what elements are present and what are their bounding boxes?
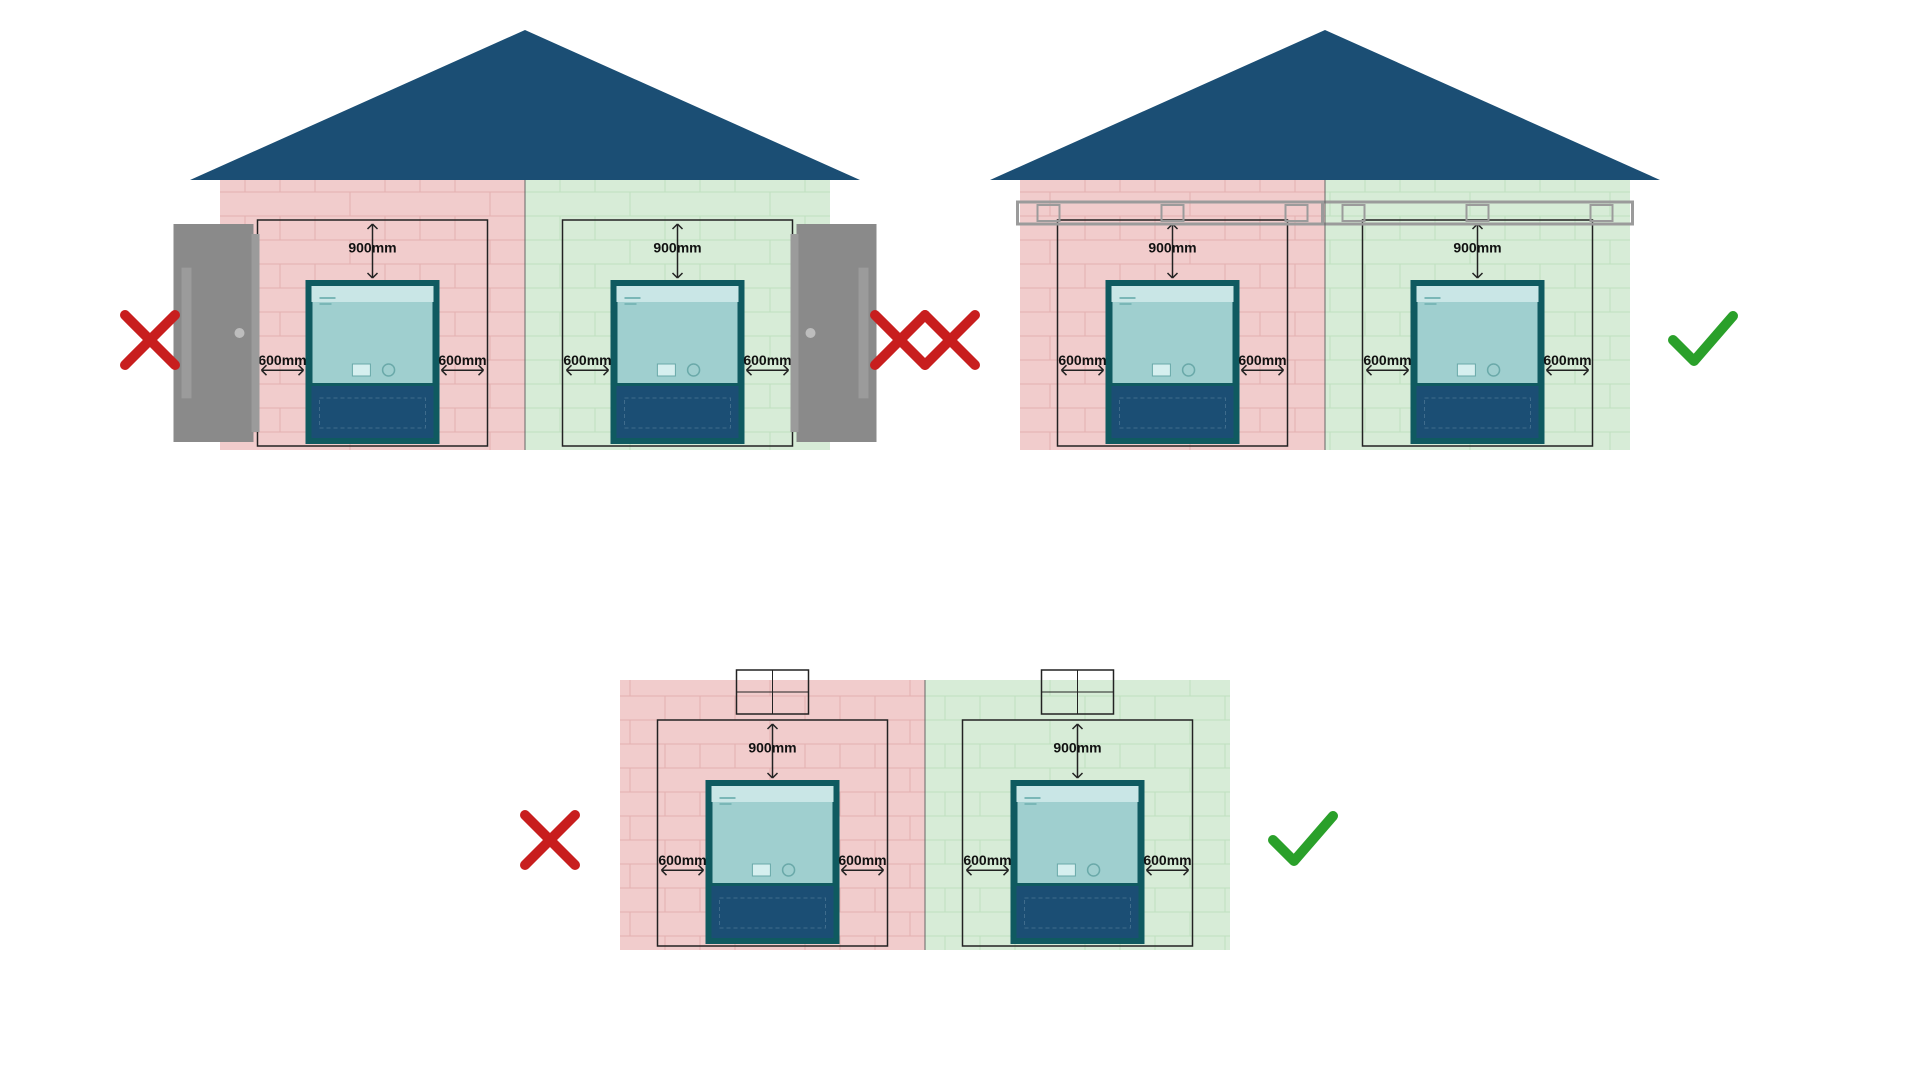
dimension-label: 600mm — [838, 852, 886, 868]
dimension-label: 600mm — [743, 352, 791, 368]
house-hinged: 900mm 600mm 600mm 900mm 600mm 600mm — [125, 30, 925, 450]
cross-icon — [525, 815, 575, 865]
dimension-label: 600mm — [1543, 352, 1591, 368]
roof — [990, 30, 1660, 180]
dimension-label: 900mm — [1453, 240, 1501, 256]
dimension-label: 600mm — [1143, 852, 1191, 868]
cross-icon — [925, 315, 975, 365]
house-sliding: 900mm 600mm 600mm 900mm 600mm 600mm — [925, 30, 1733, 450]
dimension-label: 600mm — [563, 352, 611, 368]
dimension-label: 900mm — [348, 240, 396, 256]
check-icon — [1273, 816, 1333, 861]
dimension-label: 900mm — [653, 240, 701, 256]
dimension-label: 900mm — [1053, 740, 1101, 756]
check-icon — [1673, 316, 1733, 361]
diagram-canvas: 900mm 600mm 600mm 900mm 600mm 600mm 900mm 600mm… — [0, 0, 1920, 1080]
dimension-label: 900mm — [748, 740, 796, 756]
dimension-label: 600mm — [1238, 352, 1286, 368]
cross-icon — [875, 315, 925, 365]
dimension-label: 600mm — [658, 852, 706, 868]
dimension-label: 600mm — [438, 352, 486, 368]
roof — [190, 30, 860, 180]
house-hatch: 900mm 600mm 600mm 900mm 600mm 600mm — [525, 670, 1333, 950]
dimension-label: 900mm — [1148, 240, 1196, 256]
dimension-label: 600mm — [1058, 352, 1106, 368]
cross-icon — [125, 315, 175, 365]
dimension-label: 600mm — [258, 352, 306, 368]
dimension-label: 600mm — [963, 852, 1011, 868]
dimension-label: 600mm — [1363, 352, 1411, 368]
